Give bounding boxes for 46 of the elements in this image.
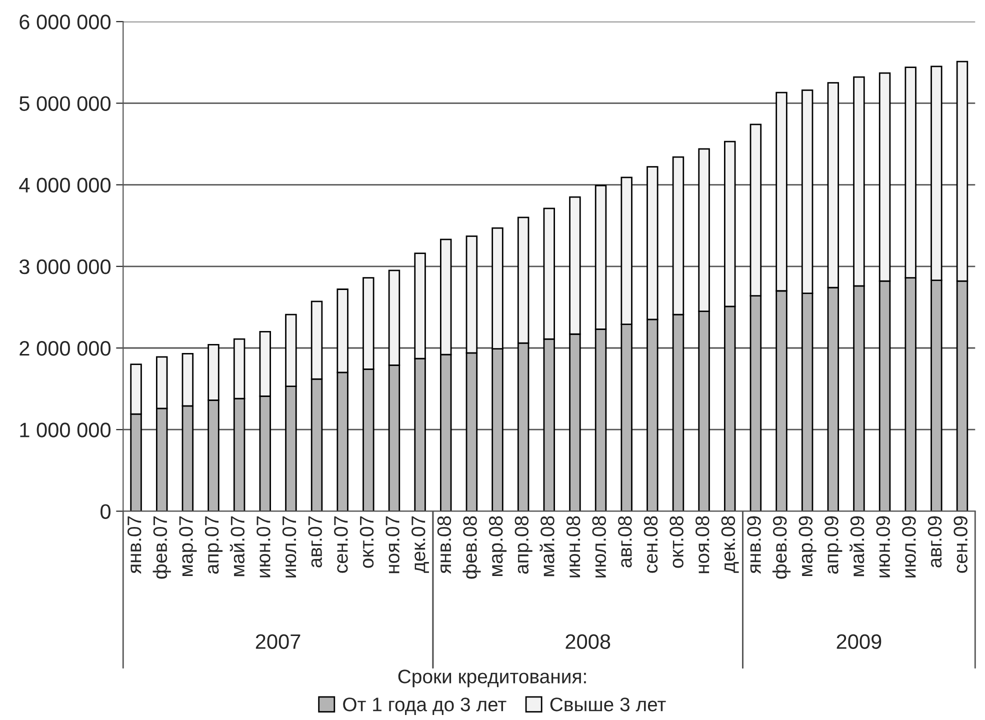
x-tick-label: мар.07 bbox=[179, 516, 197, 576]
y-tick-label: 4 000 000 bbox=[19, 178, 111, 193]
x-tick-label: май.07 bbox=[230, 516, 245, 576]
x-tick-label: май.08 bbox=[540, 516, 554, 576]
text: 2009 bbox=[836, 634, 882, 649]
x-tick-label: июн.09 bbox=[876, 516, 890, 578]
x-tick-label: июл.09 bbox=[902, 516, 916, 578]
x-tick-label: дек.07 bbox=[411, 516, 429, 573]
x-tick-label: мар.09 bbox=[798, 516, 816, 576]
x-tick-label: апр.09 bbox=[824, 516, 842, 574]
x-tick-label: авг.08 bbox=[618, 516, 632, 568]
x-tick-label: июл.07 bbox=[282, 516, 296, 578]
x-tick-label: авг.07 bbox=[308, 516, 322, 568]
x-tick-label: янв.07 bbox=[127, 516, 142, 574]
x-tick-label: янв.09 bbox=[747, 516, 761, 574]
x-tick-label: авг.09 bbox=[928, 516, 942, 568]
x-tick-label: фев.08 bbox=[462, 516, 481, 579]
x-tick-label: июн.07 bbox=[256, 516, 270, 578]
text: 2007 bbox=[256, 634, 300, 649]
y-tick-label: 0 bbox=[100, 504, 111, 519]
y-tick-label: 2 000 000 bbox=[20, 341, 111, 356]
x-tick-label: июл.08 bbox=[592, 516, 606, 578]
y-tick-label: 3 000 000 bbox=[19, 259, 111, 274]
x-tick-label: сен.09 bbox=[954, 516, 968, 573]
x-tick-label: сен.07 bbox=[334, 516, 348, 573]
legend-title: Сроки кредитования: bbox=[398, 670, 586, 688]
x-tick-label: фев.07 bbox=[152, 516, 171, 579]
x-tick-label: май.09 bbox=[850, 516, 864, 576]
x-tick-label: дек.08 bbox=[721, 516, 739, 573]
text: 2008 bbox=[566, 634, 610, 649]
x-tick-label: мар.08 bbox=[488, 516, 507, 576]
x-tick-label: сен.08 bbox=[644, 516, 658, 573]
y-tick-label: 1 000 000 bbox=[20, 422, 111, 438]
x-tick-label: окт.08 bbox=[670, 516, 684, 568]
y-tick-label: 5 000 000 bbox=[19, 96, 111, 111]
legend-label: Свыше 3 лет bbox=[550, 698, 666, 712]
x-tick-label: фев.09 bbox=[772, 516, 791, 579]
x-tick-label: окт.07 bbox=[360, 516, 374, 568]
x-tick-label: ноя.08 bbox=[696, 516, 710, 574]
legend-label: От 1 года до 3 лет bbox=[343, 698, 506, 716]
x-tick-label: ноя.07 bbox=[386, 516, 400, 574]
x-tick-label: апр.08 bbox=[514, 516, 532, 574]
y-tick-label: 6 000 000 bbox=[20, 14, 111, 30]
x-tick-label: апр.07 bbox=[204, 516, 223, 574]
x-tick-label: июн.08 bbox=[566, 516, 580, 578]
x-tick-label: янв.08 bbox=[437, 516, 452, 574]
